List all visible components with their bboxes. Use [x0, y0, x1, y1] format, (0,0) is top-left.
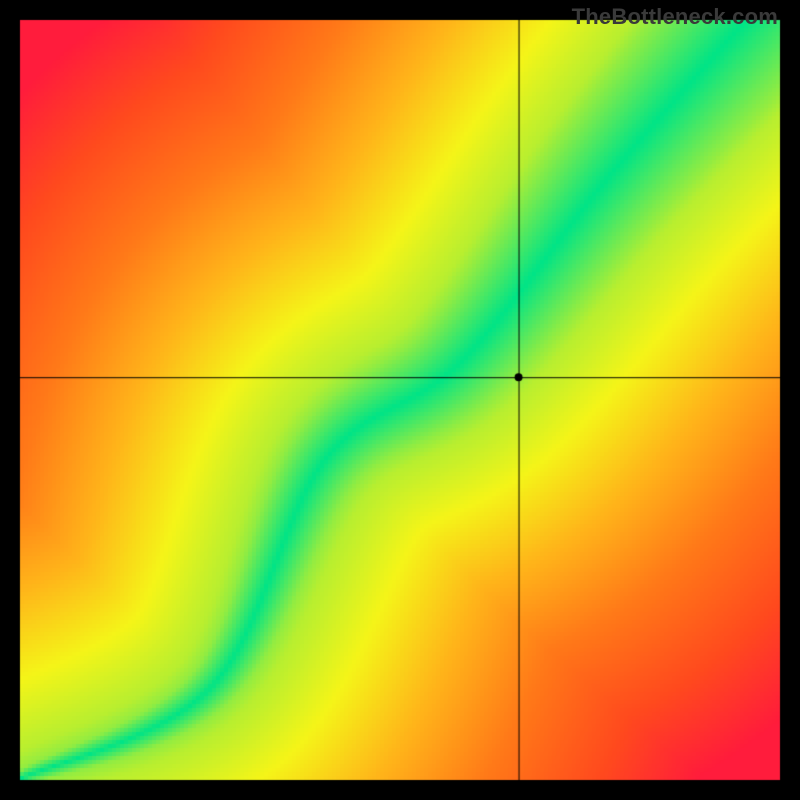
watermark-label: TheBottleneck.com — [572, 4, 778, 29]
chart-container: TheBottleneck.com — [0, 0, 800, 800]
bottleneck-heatmap — [0, 0, 800, 800]
watermark-text: TheBottleneck.com — [572, 4, 778, 30]
